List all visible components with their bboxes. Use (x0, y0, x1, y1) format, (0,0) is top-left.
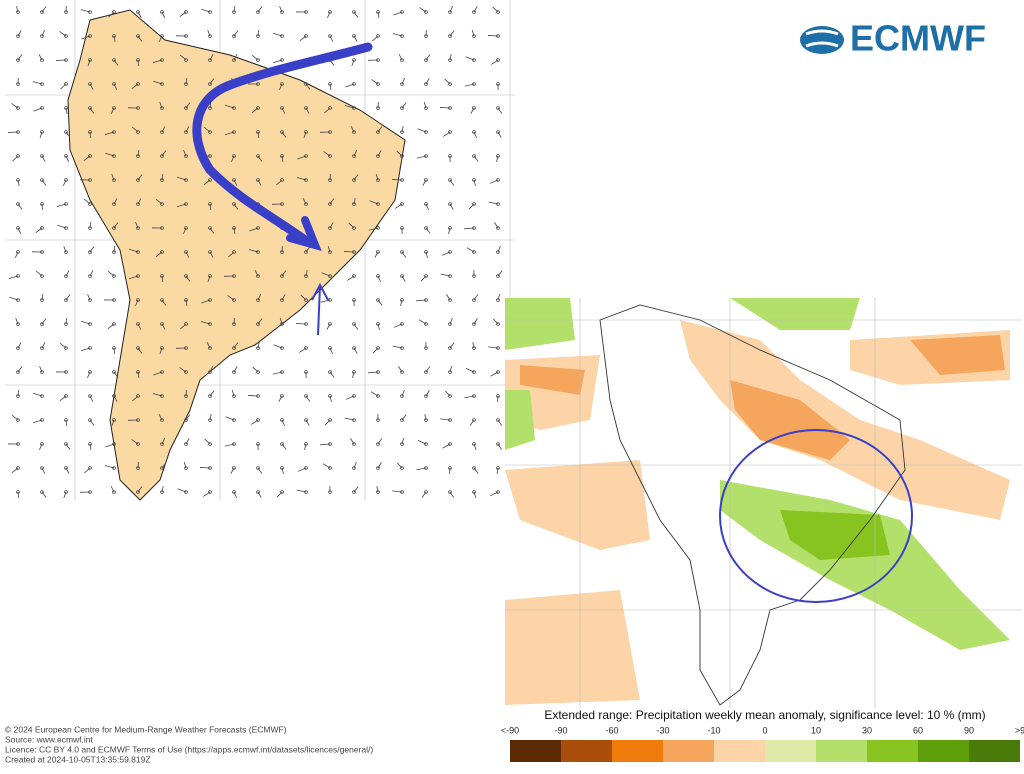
footer-line: Source: www.ecmwf.int (5, 734, 93, 744)
colorbar-swatch (510, 740, 561, 762)
logo: ECMWF (800, 18, 986, 59)
footer-line: © 2024 European Centre for Medium-Range … (5, 724, 287, 734)
colorbar-label: -90 (554, 725, 567, 735)
colorbar-label: <-90 (501, 725, 519, 735)
colorbar-swatch (918, 740, 969, 762)
colorbar-label: -60 (605, 725, 618, 735)
logo-text: ECMWF (850, 18, 986, 59)
colorbar-swatch (612, 740, 663, 762)
colorbar-label: 90 (964, 725, 974, 735)
colorbar-swatch (561, 740, 612, 762)
footer-line: Created at 2024-10-05T13:35:59.819Z (5, 754, 151, 764)
precip-map (505, 298, 1022, 708)
footer-line: Licence: CC BY 4.0 and ECMWF Terms of Us… (5, 744, 373, 754)
colorbar-label: 0 (762, 725, 767, 735)
colorbar-label: 60 (913, 725, 923, 735)
colorbar-swatch (663, 740, 714, 762)
colorbar-swatch (816, 740, 867, 762)
colorbar-title: Extended range: Precipitation weekly mea… (544, 708, 985, 722)
footer: © 2024 European Centre for Medium-Range … (5, 724, 373, 764)
colorbar-label: 30 (862, 725, 872, 735)
colorbar-label: -30 (656, 725, 669, 735)
colorbar-label: >9 (1015, 725, 1024, 735)
colorbar-swatch (867, 740, 918, 762)
colorbar-label: -10 (707, 725, 720, 735)
colorbar-swatch (969, 740, 1020, 762)
wind-map (5, 0, 515, 505)
colorbar-swatch (765, 740, 816, 762)
colorbar-label: 10 (811, 725, 821, 735)
colorbar: <-90 -90 -60 -30 -10 0 10 30 60 90 >9 (501, 725, 1024, 762)
colorbar-swatch (714, 740, 765, 762)
